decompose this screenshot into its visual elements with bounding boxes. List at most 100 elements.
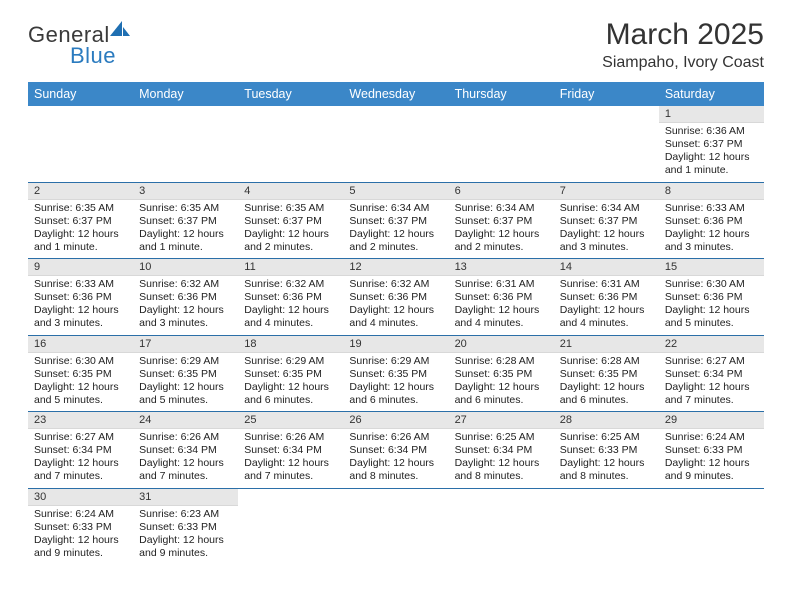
day-content: Sunrise: 6:28 AMSunset: 6:35 PMDaylight:…	[554, 353, 659, 412]
sunset-text: Sunset: 6:37 PM	[349, 215, 442, 228]
calendar-cell: 15Sunrise: 6:30 AMSunset: 6:36 PMDayligh…	[659, 259, 764, 336]
calendar-cell: 22Sunrise: 6:27 AMSunset: 6:34 PMDayligh…	[659, 335, 764, 412]
calendar-cell: 19 Sunrise: 6:29 AMSunset: 6:35 PMDayligh…	[343, 335, 448, 412]
calendar-cell: 1Sunrise: 6:36 AMSunset: 6:37 PMDaylight…	[659, 106, 764, 182]
daylight-text: Daylight: 12 hours and 6 minutes.	[349, 381, 442, 407]
day-number: 28	[554, 412, 659, 429]
sunset-text: Sunset: 6:34 PM	[34, 444, 127, 457]
sunset-text: Sunset: 6:35 PM	[244, 368, 337, 381]
sunrise-text: Sunrise: 6:33 AM	[665, 202, 758, 215]
day-number: 4	[238, 183, 343, 200]
sunset-text: Sunset: 6:34 PM	[139, 444, 232, 457]
day-content: Sunrise: 6:25 AMSunset: 6:33 PMDaylight:…	[554, 429, 659, 488]
calendar-cell-empty	[343, 106, 448, 182]
sunset-text: Sunset: 6:37 PM	[665, 138, 758, 151]
calendar-cell: 7Sunrise: 6:34 AMSunset: 6:37 PMDaylight…	[554, 182, 659, 259]
daylight-text: Daylight: 12 hours and 7 minutes.	[34, 457, 127, 483]
day-number: 25	[238, 412, 343, 429]
calendar-cell: 21Sunrise: 6:28 AMSunset: 6:35 PMDayligh…	[554, 335, 659, 412]
header: General March 2025 Siampaho, Ivory Coast	[28, 18, 764, 72]
day-content: Sunrise: 6:27 AMSunset: 6:34 PMDaylight:…	[28, 429, 133, 488]
calendar-row: 9Sunrise: 6:33 AMSunset: 6:36 PMDaylight…	[28, 259, 764, 336]
daylight-text: Daylight: 12 hours and 2 minutes.	[244, 228, 337, 254]
sunset-text: Sunset: 6:36 PM	[665, 215, 758, 228]
month-title: March 2025	[602, 18, 764, 52]
daylight-text: Daylight: 12 hours and 4 minutes.	[455, 304, 548, 330]
sunrise-text: Sunrise: 6:31 AM	[560, 278, 653, 291]
calendar-cell-empty	[659, 488, 764, 564]
calendar-head: SundayMondayTuesdayWednesdayThursdayFrid…	[28, 82, 764, 106]
sunset-text: Sunset: 6:35 PM	[139, 368, 232, 381]
sunrise-text: Sunrise: 6:30 AM	[34, 355, 127, 368]
calendar-cell-empty	[449, 106, 554, 182]
sunrise-text: Sunrise: 6:26 AM	[349, 431, 442, 444]
calendar-cell: 26Sunrise: 6:26 AMSunset: 6:34 PMDayligh…	[343, 412, 448, 489]
calendar-cell: 29Sunrise: 6:24 AMSunset: 6:33 PMDayligh…	[659, 412, 764, 489]
calendar-cell: 31Sunrise: 6:23 AMSunset: 6:33 PMDayligh…	[133, 488, 238, 564]
sunset-text: Sunset: 6:36 PM	[665, 291, 758, 304]
day-number: 19	[343, 336, 448, 353]
day-number: 5	[343, 183, 448, 200]
weekday-header: Monday	[133, 82, 238, 106]
day-content: Sunrise: 6:33 AMSunset: 6:36 PMDaylight:…	[659, 200, 764, 259]
calendar-cell: 10Sunrise: 6:32 AMSunset: 6:36 PMDayligh…	[133, 259, 238, 336]
calendar-cell: 16Sunrise: 6:30 AMSunset: 6:35 PMDayligh…	[28, 335, 133, 412]
sunset-text: Sunset: 6:37 PM	[244, 215, 337, 228]
calendar-row: 16Sunrise: 6:30 AMSunset: 6:35 PMDayligh…	[28, 335, 764, 412]
sunset-text: Sunset: 6:35 PM	[455, 368, 548, 381]
sunset-text: Sunset: 6:36 PM	[455, 291, 548, 304]
sunset-text: Sunset: 6:35 PM	[349, 368, 442, 381]
weekday-header: Thursday	[449, 82, 554, 106]
day-content: Sunrise: 6:33 AMSunset: 6:36 PMDaylight:…	[28, 276, 133, 335]
day-number: 10	[133, 259, 238, 276]
day-content: Sunrise: 6:32 AMSunset: 6:36 PMDaylight:…	[343, 276, 448, 335]
weekday-header: Tuesday	[238, 82, 343, 106]
daylight-text: Daylight: 12 hours and 9 minutes.	[665, 457, 758, 483]
day-number: 3	[133, 183, 238, 200]
day-content: Sunrise: 6:32 AMSunset: 6:36 PMDaylight:…	[133, 276, 238, 335]
day-content: Sunrise: 6:25 AMSunset: 6:34 PMDaylight:…	[449, 429, 554, 488]
daylight-text: Daylight: 12 hours and 7 minutes.	[244, 457, 337, 483]
day-content: Sunrise: 6:23 AMSunset: 6:33 PMDaylight:…	[133, 506, 238, 565]
calendar-cell: 20Sunrise: 6:28 AMSunset: 6:35 PMDayligh…	[449, 335, 554, 412]
sunrise-text: Sunrise: 6:31 AM	[455, 278, 548, 291]
calendar-cell: 4Sunrise: 6:35 AMSunset: 6:37 PMDaylight…	[238, 182, 343, 259]
daylight-text: Daylight: 12 hours and 3 minutes.	[560, 228, 653, 254]
calendar-cell: 27Sunrise: 6:25 AMSunset: 6:34 PMDayligh…	[449, 412, 554, 489]
daylight-text: Daylight: 12 hours and 3 minutes.	[665, 228, 758, 254]
sunset-text: Sunset: 6:33 PM	[34, 521, 127, 534]
daylight-text: Daylight: 12 hours and 8 minutes.	[455, 457, 548, 483]
sunrise-text: Sunrise: 6:29 AM	[244, 355, 337, 368]
day-content: Sunrise: 6:31 AMSunset: 6:36 PMDaylight:…	[554, 276, 659, 335]
calendar-cell-empty	[449, 488, 554, 564]
day-content: Sunrise: 6:30 AMSunset: 6:35 PMDaylight:…	[28, 353, 133, 412]
calendar-cell-empty	[343, 488, 448, 564]
daylight-text: Daylight: 12 hours and 4 minutes.	[560, 304, 653, 330]
daylight-text: Daylight: 12 hours and 2 minutes.	[349, 228, 442, 254]
sunrise-text: Sunrise: 6:34 AM	[560, 202, 653, 215]
sunrise-text: Sunrise: 6:26 AM	[139, 431, 232, 444]
calendar-row: 23Sunrise: 6:27 AMSunset: 6:34 PMDayligh…	[28, 412, 764, 489]
sunset-text: Sunset: 6:34 PM	[455, 444, 548, 457]
daylight-text: Daylight: 12 hours and 5 minutes.	[139, 381, 232, 407]
day-content: Sunrise: 6:30 AMSunset: 6:36 PMDaylight:…	[659, 276, 764, 335]
sunrise-text: Sunrise: 6:24 AM	[665, 431, 758, 444]
sunrise-text: Sunrise: 6:29 AM	[349, 355, 442, 368]
sunrise-text: Sunrise: 6:28 AM	[455, 355, 548, 368]
calendar-cell: 12Sunrise: 6:32 AMSunset: 6:36 PMDayligh…	[343, 259, 448, 336]
location: Siampaho, Ivory Coast	[602, 54, 764, 72]
day-number: 11	[238, 259, 343, 276]
day-content: Sunrise: 6:35 AMSunset: 6:37 PMDaylight:…	[28, 200, 133, 259]
sunrise-text: Sunrise: 6:26 AM	[244, 431, 337, 444]
weekday-header: Friday	[554, 82, 659, 106]
title-block: March 2025 Siampaho, Ivory Coast	[602, 18, 764, 72]
page: General March 2025 Siampaho, Ivory Coast…	[0, 0, 792, 574]
calendar-cell: 17Sunrise: 6:29 AMSunset: 6:35 PMDayligh…	[133, 335, 238, 412]
sunrise-text: Sunrise: 6:30 AM	[665, 278, 758, 291]
day-number: 15	[659, 259, 764, 276]
sunrise-text: Sunrise: 6:32 AM	[244, 278, 337, 291]
sunrise-text: Sunrise: 6:35 AM	[139, 202, 232, 215]
sunrise-text: Sunrise: 6:25 AM	[455, 431, 548, 444]
sunrise-text: Sunrise: 6:34 AM	[349, 202, 442, 215]
daylight-text: Daylight: 12 hours and 5 minutes.	[665, 304, 758, 330]
